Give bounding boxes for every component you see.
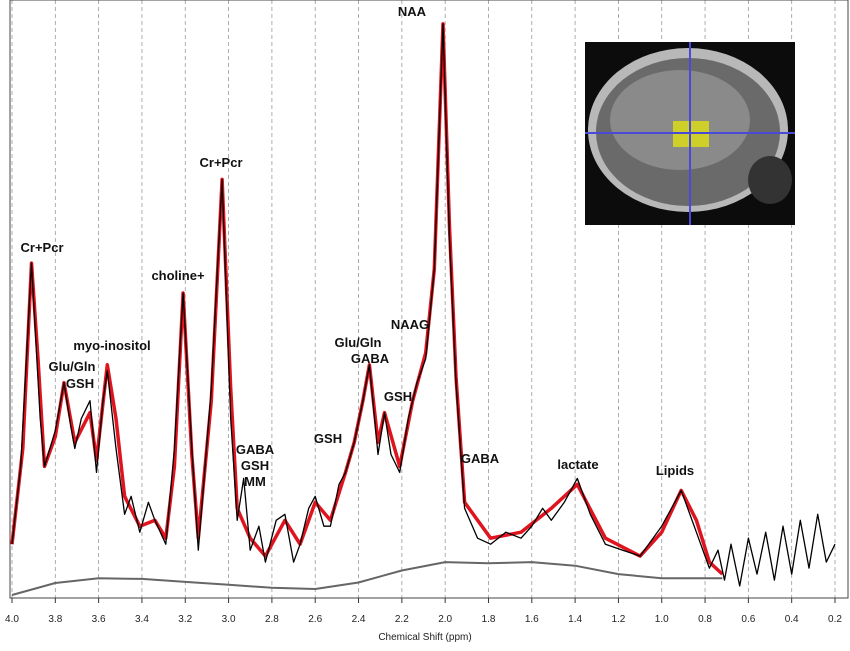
peak-label: Glu/Gln: [335, 335, 382, 350]
peak-label: Glu/Gln: [49, 359, 96, 374]
plot-frame: [9, 0, 849, 599]
peak-label: Cr+Pcr: [21, 240, 64, 255]
x-tick-label: 4.0: [5, 614, 19, 625]
peak-label: myo-inositol: [73, 338, 150, 353]
x-tick-label: 0.8: [698, 614, 712, 625]
x-axis-label: Chemical Shift (ppm): [378, 632, 471, 643]
peak-label: GABA: [461, 451, 500, 466]
x-tick-label: 3.6: [92, 614, 106, 625]
peak-label: GSH: [314, 431, 342, 446]
x-tick-label: 1.4: [568, 614, 582, 625]
peak-label: GSH: [241, 458, 269, 473]
x-tick-label: 2.0: [438, 614, 452, 625]
x-tick-label: 0.4: [785, 614, 799, 625]
peak-label: NAA: [398, 4, 427, 19]
peak-label: GSH: [66, 376, 94, 391]
x-tick-label: 1.6: [525, 614, 539, 625]
x-tick-label: 1.0: [655, 614, 669, 625]
mri-inset: [585, 42, 795, 225]
spectrum-0: [11, 23, 836, 587]
peak-label: MM: [244, 474, 266, 489]
x-tick-label: 0.2: [828, 614, 842, 625]
x-tick-label: 2.2: [395, 614, 409, 625]
peak-label: Cr+Pcr: [200, 155, 243, 170]
peak-label: GABA: [236, 442, 275, 457]
x-tick-label: 2.8: [265, 614, 279, 625]
peak-label: Lipids: [656, 463, 694, 478]
x-tick-label: 2.4: [352, 614, 366, 625]
x-tick-label: 2.6: [308, 614, 322, 625]
x-tick-label: 0.6: [741, 614, 755, 625]
peak-label: lactate: [557, 457, 598, 472]
spectrum-2: [11, 561, 723, 596]
peak-label: NAAG: [391, 317, 429, 332]
peak-label: GSH: [384, 389, 412, 404]
white-matter: [610, 70, 750, 170]
x-tick-label: 1.2: [611, 614, 625, 625]
x-tick-label: 3.8: [48, 614, 62, 625]
peak-label: GABA: [351, 351, 390, 366]
x-tick-label: 3.4: [135, 614, 149, 625]
x-tick-label: 3.2: [178, 614, 192, 625]
eye: [748, 156, 792, 204]
x-tick-label: 3.0: [222, 614, 236, 625]
peak-label: choline+: [151, 268, 205, 283]
x-tick-label: 1.8: [482, 614, 496, 625]
